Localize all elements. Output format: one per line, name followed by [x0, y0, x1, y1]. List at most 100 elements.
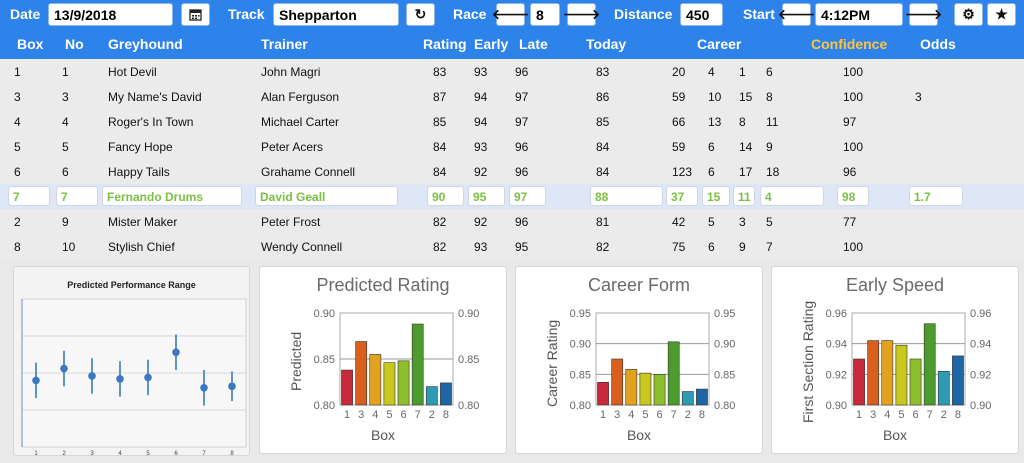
x-tick-label: 6: [401, 409, 407, 421]
cell-confidence: 97: [843, 115, 857, 129]
cell-career-thirds: 9: [766, 140, 773, 154]
refresh-button[interactable]: ↻: [406, 3, 435, 26]
data-point: [144, 373, 152, 382]
bar: [867, 340, 880, 406]
col-early[interactable]: Early: [474, 36, 509, 52]
arrow-left-icon: 🡐: [491, 6, 530, 22]
bar: [611, 358, 624, 406]
y-tick-label-right: 0.85: [714, 369, 735, 381]
career-form-ylabel: Career Rating: [544, 319, 560, 407]
career-form-title: Career Form: [587, 275, 690, 295]
career-form-chart: 0.80 0.80 0.85 0.85 0.90 0.90 0.95 0.95 1 3 4 5 6 7 2 8: [570, 308, 736, 421]
col-late[interactable]: Late: [519, 36, 548, 52]
col-odds[interactable]: Odds: [920, 36, 956, 52]
table-row[interactable]: 2 9 Mister Maker Peter Frost 82 92 96 81 42 5 3 5 77: [0, 209, 1024, 234]
cell-no: 9: [62, 215, 69, 229]
y-tick-label: 0.90: [826, 400, 847, 412]
col-trainer[interactable]: Trainer: [261, 36, 308, 52]
calendar-icon: [189, 9, 202, 21]
cell-career-thirds: 4: [760, 186, 824, 206]
start-field[interactable]: 4:12PM: [815, 3, 903, 26]
table-row[interactable]: 1 1 Hot Devil John Magri 83 93 96 83 20 4 1 6 100: [0, 59, 1024, 84]
calendar-button[interactable]: [181, 3, 210, 26]
cell-trainer: Michael Carter: [261, 115, 340, 129]
cell-today: 81: [596, 215, 610, 229]
race-prev-button[interactable]: 🡐: [492, 3, 529, 26]
table-row-selected[interactable]: 7 7 Fernando Drums David Geall 90 95 97 88 37 15 1…: [0, 184, 1024, 209]
career-form-xlabel: Box: [626, 427, 652, 443]
data-point: [60, 364, 68, 373]
cell-career-seconds: 17: [739, 165, 753, 179]
x-tick-label: 1: [600, 409, 606, 421]
cell-box: 4: [14, 115, 21, 129]
distance-field[interactable]: 450: [680, 3, 723, 26]
start-prev-button[interactable]: 🡐: [778, 3, 815, 26]
performance-range-chart: 1 2 3 4 5 6 7 8: [21, 298, 247, 457]
table-row[interactable]: 8 10 Stylish Chief Wendy Connell 82 93 95 82 75 6…: [0, 234, 1024, 259]
y-tick-label-right: 0.90: [714, 339, 735, 351]
cell-greyhound: Roger's In Town: [108, 115, 194, 129]
col-today[interactable]: Today: [586, 36, 627, 52]
predicted-rating-title: Predicted Rating: [316, 275, 450, 295]
table-row[interactable]: 6 6 Happy Tails Grahame Connell 84 92 96 84 123 6…: [0, 159, 1024, 184]
cell-career-starts: 75: [672, 240, 686, 254]
cell-career-seconds: 14: [739, 140, 753, 154]
cell-early: 93: [474, 65, 488, 79]
cell-greyhound: Mister Maker: [108, 215, 178, 229]
cell-early: 93: [474, 140, 488, 154]
cell-box: 6: [14, 165, 21, 179]
col-confidence[interactable]: Confidence: [811, 36, 888, 52]
cell-late: 97: [509, 186, 546, 206]
x-tick-label: 6: [657, 409, 663, 421]
start-next-button[interactable]: 🡒: [905, 3, 942, 26]
bar: [639, 372, 652, 406]
cell-no: 3: [62, 90, 69, 104]
table-row[interactable]: 5 5 Fancy Hope Peter Acers 84 93 96 84 59 6 14 9 100: [0, 134, 1024, 159]
bar: [923, 323, 936, 406]
bar: [383, 362, 396, 406]
bar: [853, 358, 865, 406]
x-tick-label: 8: [230, 451, 234, 457]
x-tick-label: 8: [955, 409, 961, 421]
predicted-rating-ylabel: Predicted: [288, 331, 304, 391]
cell-box: 1: [14, 65, 21, 79]
favourite-button[interactable]: ★: [987, 3, 1016, 26]
data-point: [88, 372, 96, 380]
date-field[interactable]: 13/9/2018: [48, 3, 173, 26]
table-row[interactable]: 4 4 Roger's In Town Michael Carter 85 94 97 85 6…: [0, 109, 1024, 134]
cell-box: 8: [14, 240, 21, 254]
x-tick-label: 2: [941, 409, 947, 421]
col-box[interactable]: Box: [17, 36, 44, 52]
settings-button[interactable]: ⚙: [954, 3, 983, 26]
start-label: Start: [743, 6, 775, 22]
bar: [440, 382, 452, 406]
col-greyhound[interactable]: Greyhound: [108, 36, 183, 52]
data-point: [200, 384, 208, 392]
cell-career-seconds: 11: [733, 186, 755, 206]
cell-career-seconds: 9: [739, 240, 746, 254]
cell-career-thirds: 18: [766, 165, 780, 179]
track-field[interactable]: Shepparton: [273, 3, 399, 26]
x-tick-label: 3: [358, 409, 364, 421]
cell-trainer: Alan Ferguson: [261, 90, 340, 104]
race-label: Race: [453, 6, 487, 22]
bar: [597, 382, 609, 406]
x-tick-label: 8: [443, 409, 449, 421]
early-speed-chart: 0.90 0.90 0.92 0.92 0.94 0.94 0.96 0.96 1 3 4 5 6 7 2 8: [826, 308, 992, 421]
cell-no: 4: [62, 115, 69, 129]
cell-no: 7: [56, 186, 98, 206]
cell-today: 84: [596, 140, 610, 154]
y-tick-label-right: 0.80: [458, 400, 479, 412]
y-tick-label-right: 0.94: [970, 339, 991, 351]
cell-no: 1: [62, 65, 69, 79]
table-row[interactable]: 3 3 My Name's David Alan Ferguson 87 94 97 86 59…: [0, 84, 1024, 109]
race-field[interactable]: 8: [530, 3, 560, 26]
cell-career-seconds: 8: [739, 115, 746, 129]
col-rating[interactable]: Rating: [423, 36, 467, 52]
cell-career-wins: 4: [708, 65, 715, 79]
cell-career-wins: 6: [708, 140, 715, 154]
col-career[interactable]: Career: [697, 36, 742, 52]
col-no[interactable]: No: [65, 36, 84, 52]
race-next-button[interactable]: 🡒: [563, 3, 600, 26]
cell-trainer: John Magri: [261, 65, 321, 79]
